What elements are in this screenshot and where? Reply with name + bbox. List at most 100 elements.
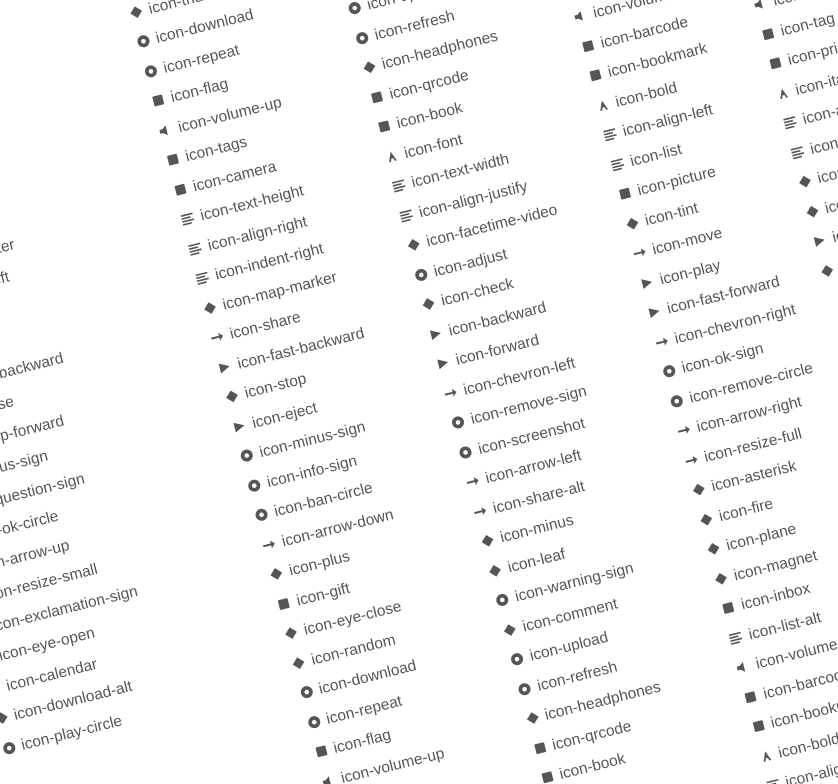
icon-list-item: icon-plane (705, 521, 798, 561)
magnet-icon (715, 572, 728, 585)
icon-list-item: icon-bold (757, 730, 838, 768)
icon-list-item: icon-volume-down (752, 0, 838, 15)
icon-list-item: icon-volume-up (320, 745, 447, 784)
refresh-icon (518, 682, 531, 695)
resize-full-icon (685, 455, 698, 464)
icon-list-item: icon-eject (231, 399, 319, 437)
volume-down-icon (754, 0, 763, 9)
icon-list-item: icon-upload (509, 629, 611, 671)
eye-close-icon (285, 627, 298, 640)
repeat-icon (144, 64, 157, 77)
icon-list-item: icon-comment (501, 595, 619, 641)
icon-list-item: icon-plus (268, 548, 352, 585)
icon-list-item: icon-repeat (305, 692, 404, 733)
icon-list-item: icon-align-left (602, 101, 715, 146)
align-right-icon (188, 242, 202, 256)
indent-right-icon (195, 271, 210, 285)
minus-icon (482, 535, 494, 547)
icon-list-item: icon-list-alt (727, 609, 823, 649)
icon-list-item: icon-camera (172, 158, 279, 201)
icon-list-item: icon-facetime-video (405, 201, 559, 256)
volume-off-icon (737, 662, 746, 672)
print-icon (769, 57, 782, 70)
icon-list-item: icon-play (639, 257, 723, 294)
icon-label: icon-gift (294, 579, 352, 610)
step-backward-icon (813, 237, 825, 247)
icon-list-item: icon-chevron-right (653, 301, 797, 353)
plane-icon (708, 543, 720, 555)
icon-list-item: icon-gift (275, 579, 352, 615)
forward-icon (437, 359, 449, 370)
upload-icon (511, 653, 524, 666)
share-alt-icon (474, 506, 487, 515)
icon-list-item: icon-fast-backward (216, 324, 366, 378)
download-alt-icon (0, 712, 8, 725)
icon-label: icon-play (658, 256, 723, 289)
calendar-icon (0, 680, 2, 697)
list-icon (610, 157, 625, 171)
icon-list-item: icon-share (209, 309, 303, 349)
icon-label: icon-random (309, 631, 398, 669)
italic-icon (780, 87, 789, 99)
icon-list-item: icon-indent-right (194, 240, 326, 289)
icon-list-item: icon-chevron-left (442, 354, 577, 404)
share-icon (211, 332, 224, 341)
icon-label: icon-pause (0, 393, 16, 429)
icon-list-item: icon-arrow-left (464, 447, 583, 493)
icon-list-item: icon-move (631, 225, 724, 265)
icon-list-item: icon-print (767, 37, 838, 75)
icon-label: icon-ok-sign (680, 340, 766, 377)
tag-icon (762, 27, 774, 40)
icon-list-item: icon-qrcode (368, 66, 470, 108)
icon-list-item: icon-leaf (487, 545, 568, 581)
icon-list-item: icon-adjust (413, 245, 510, 285)
icon-list-item: icon-forward (435, 332, 542, 375)
book-icon (541, 771, 553, 784)
icon-label: icon-adjust (432, 245, 509, 281)
tint-icon (626, 217, 639, 230)
icon-list-item: icon-warning-sign (494, 560, 636, 612)
icon-list-item: icon-bookmark (750, 691, 838, 738)
headphones-icon (363, 61, 376, 74)
icon-list-item: icon-backward (427, 299, 548, 345)
check-icon (422, 298, 435, 310)
fast-forward-icon (648, 308, 660, 319)
icon-label: icon-pencil (815, 152, 838, 188)
icon-label: icon-picture (635, 163, 718, 200)
download-icon (137, 35, 150, 48)
icon-list-item: icon-indent-left (0, 269, 11, 316)
icon-label: icon-move (650, 224, 725, 259)
icon-list-item: icon-list (609, 140, 684, 175)
icon-list-item: icon-upload (346, 0, 448, 19)
icon-list-item: icon-barcode (742, 664, 838, 708)
icon-list-item: icon-font (383, 131, 464, 168)
backward-icon (430, 330, 441, 340)
icon-list-item: icon-magnet (713, 547, 820, 590)
barcode-icon (582, 39, 594, 52)
list-alt-icon (729, 631, 743, 645)
leaf-icon (489, 564, 502, 577)
book-icon (378, 120, 391, 133)
icon-list-item: icon-remove-sign (450, 383, 589, 434)
icon-list-item: icon-bold (594, 79, 679, 117)
icon-label: icon-font (402, 130, 465, 162)
icon-list-item: icon-fast-forward (646, 273, 782, 323)
remove-circle-icon (670, 394, 683, 407)
icon-label: icon-qrcode (550, 717, 634, 754)
ok-sign-icon (663, 365, 676, 378)
icon-list-item: icon-screenshot (457, 415, 587, 464)
icon-list-item: icon-align-justify (398, 178, 530, 227)
icon-list-item: icon-arrow-down (261, 506, 396, 556)
icon-list-item: icon-tags (164, 134, 249, 172)
volume-up-icon (159, 125, 168, 135)
text-height-icon (180, 212, 195, 226)
icon-list-item: icon-bookmark (587, 40, 709, 87)
icon-list-item: icon-eye-close (283, 598, 404, 644)
bold-icon (600, 99, 609, 111)
random-icon (293, 657, 305, 669)
volume-off-icon (574, 10, 583, 21)
icon-label: icon-plane (724, 520, 799, 555)
icon-list-item: icon-book (376, 99, 465, 138)
icon-label: icon-edit (823, 186, 838, 217)
icon-list-item: icon-download (135, 6, 256, 52)
